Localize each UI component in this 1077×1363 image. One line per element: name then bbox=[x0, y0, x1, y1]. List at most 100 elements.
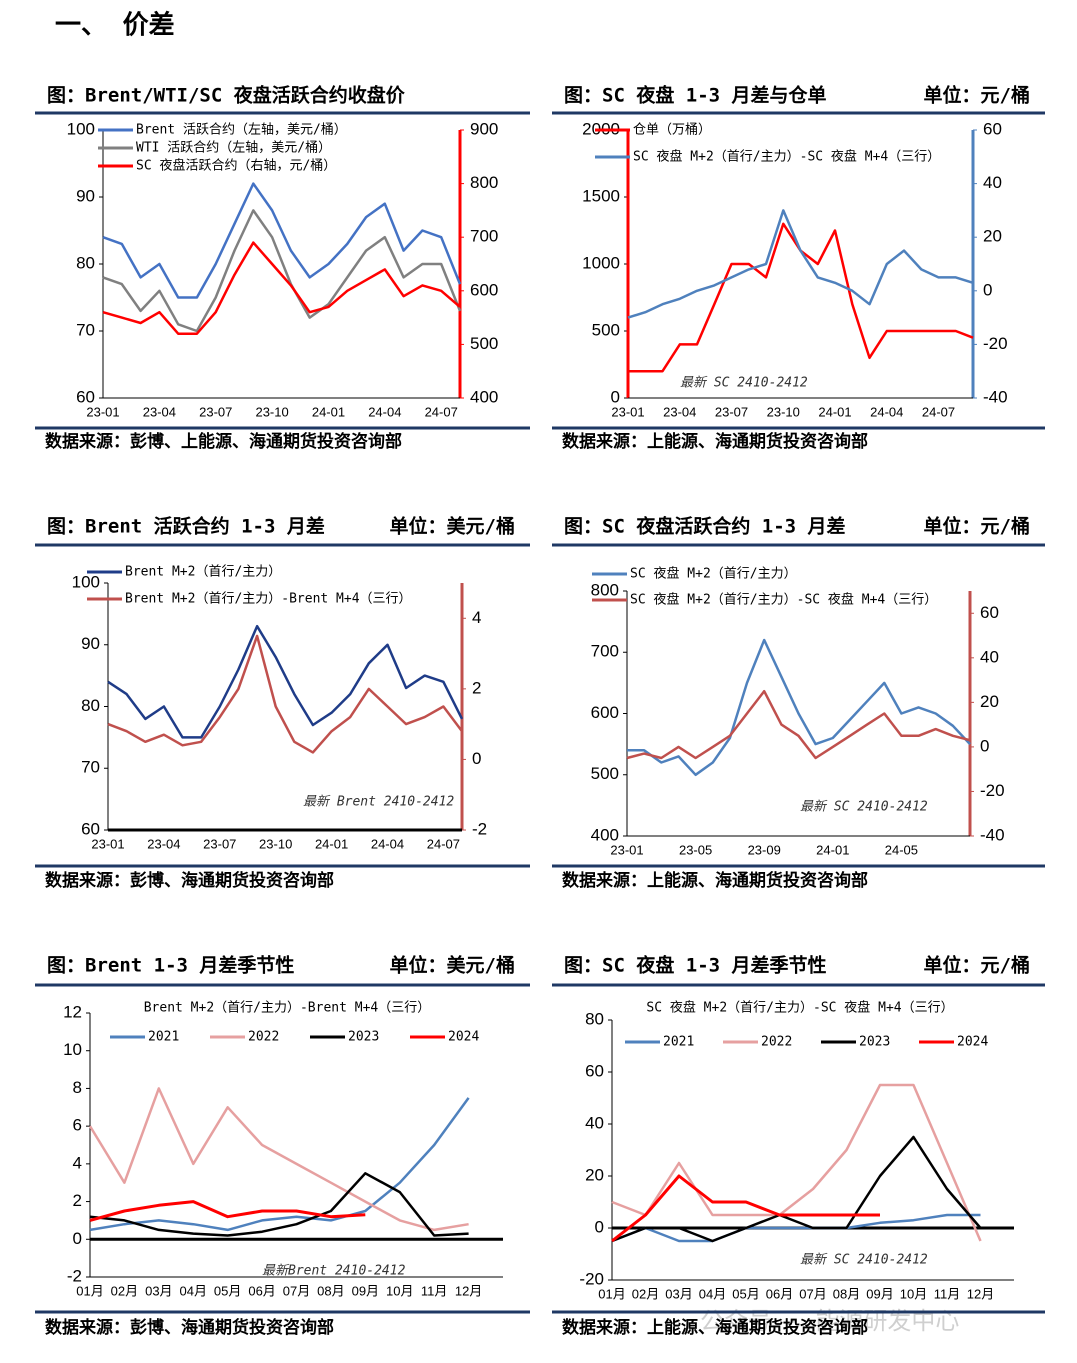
series-line bbox=[611, 1174, 880, 1243]
x-tick-label: 23-10 bbox=[259, 836, 292, 851]
y-tick-label: 70 bbox=[81, 758, 100, 777]
series-line bbox=[611, 1083, 982, 1242]
y2-tick-label: 600 bbox=[470, 280, 498, 299]
series-line bbox=[627, 209, 974, 319]
legend-label: 2022 bbox=[248, 1030, 279, 1045]
chart-subtitle: SC 夜盘 M+2（首行/主力）-SC 夜盘 M+4（三行） bbox=[646, 1000, 953, 1016]
x-tick-label: 04月 bbox=[180, 1283, 207, 1298]
y2-tick-label: 400 bbox=[470, 387, 498, 406]
heading: 一、 价差 bbox=[55, 10, 175, 41]
x-tick-label: 24-01 bbox=[315, 836, 348, 851]
y-tick-label: -2 bbox=[67, 1266, 82, 1285]
y-tick-label: 80 bbox=[585, 1009, 604, 1028]
legend-label: Brent 活跃合约（左轴，美元/桶） bbox=[136, 123, 347, 138]
x-tick-label: 23-04 bbox=[663, 404, 696, 419]
y-tick-label: 2 bbox=[73, 1191, 82, 1210]
x-tick-label: 23-01 bbox=[91, 836, 124, 851]
chart-title: 图：SC 夜盘 1-3 月差与仓单 bbox=[564, 84, 827, 107]
x-tick-label: 08月 bbox=[317, 1283, 344, 1298]
source: 数据来源：上能源、海通期货投资咨询部 bbox=[562, 870, 868, 891]
y-tick-label: 0 bbox=[611, 387, 620, 406]
y2-tick-label: 20 bbox=[980, 692, 999, 711]
series-line bbox=[102, 241, 461, 335]
y-tick-label: 1500 bbox=[582, 186, 620, 205]
x-tick-label: 24-01 bbox=[312, 404, 345, 419]
series-line bbox=[102, 209, 462, 333]
chart-subtitle: Brent M+2（首行/主力）-Brent M+4（三行） bbox=[144, 1001, 431, 1016]
x-tick-label: 07月 bbox=[283, 1283, 310, 1298]
x-tick-label: 24-01 bbox=[816, 842, 849, 857]
x-tick-label: 12月 bbox=[455, 1283, 482, 1298]
x-tick-label: 04月 bbox=[699, 1286, 726, 1301]
x-tick-label: 23-07 bbox=[715, 404, 748, 419]
x-tick-label: 01月 bbox=[598, 1286, 625, 1301]
y-tick-label: 500 bbox=[592, 320, 620, 339]
x-tick-label: 09月 bbox=[352, 1283, 379, 1298]
y-tick-label: 6 bbox=[73, 1116, 82, 1135]
y-tick-label: 8 bbox=[73, 1078, 82, 1097]
x-tick-label: 24-05 bbox=[885, 842, 918, 857]
y2-tick-label: 700 bbox=[470, 227, 498, 246]
chart-title: 图：SC 夜盘活跃合约 1-3 月差 bbox=[564, 515, 846, 538]
y2-tick-label: -40 bbox=[983, 387, 1008, 406]
legend-label: 仓单（万桶） bbox=[633, 123, 711, 138]
y-tick-label: 60 bbox=[81, 819, 100, 838]
y2-tick-label: 0 bbox=[472, 749, 481, 768]
x-tick-label: 11月 bbox=[934, 1286, 961, 1301]
series-line bbox=[102, 182, 462, 299]
unit-label: 单位：元/桶 bbox=[924, 84, 1030, 107]
x-tick-label: 01月 bbox=[76, 1283, 103, 1298]
y2-tick-label: 500 bbox=[470, 334, 498, 353]
x-tick-label: 08月 bbox=[833, 1286, 860, 1301]
legend-label: 2022 bbox=[761, 1035, 792, 1050]
y-tick-label: 90 bbox=[76, 186, 95, 205]
unit-label: 单位：美元/桶 bbox=[390, 954, 515, 977]
y-tick-label: 12 bbox=[63, 1002, 82, 1021]
annotation: 最新Brent 2410-2412 bbox=[262, 1264, 406, 1279]
y-tick-label: 80 bbox=[81, 696, 100, 715]
source: 数据来源：上能源、海通期货投资咨询部 bbox=[562, 1317, 868, 1338]
y2-tick-label: 800 bbox=[470, 173, 498, 192]
series-line bbox=[611, 1135, 982, 1243]
annotation: 最新 Brent 2410-2412 bbox=[303, 795, 454, 810]
annotation: 最新 SC 2410-2412 bbox=[680, 376, 808, 391]
legend-label: 2024 bbox=[448, 1030, 479, 1045]
chart-title: 图：Brent 活跃合约 1-3 月差 bbox=[47, 515, 325, 538]
x-tick-label: 24-07 bbox=[427, 836, 460, 851]
x-tick-label: 03月 bbox=[145, 1283, 172, 1298]
series-line bbox=[611, 1213, 981, 1243]
x-tick-label: 10月 bbox=[900, 1286, 927, 1301]
series-line bbox=[626, 689, 971, 760]
chart-title: 图：Brent/WTI/SC 夜盘活跃合约收盘价 bbox=[47, 84, 406, 107]
legend-label: SC 夜盘 M+2（首行/主力） bbox=[630, 566, 797, 582]
y2-tick-label: -40 bbox=[980, 825, 1005, 844]
series-line bbox=[107, 634, 463, 754]
source: 数据来源：上能源、海通期货投资咨询部 bbox=[562, 431, 868, 452]
chart-title: 图：SC 夜盘 1-3 月差季节性 bbox=[564, 954, 827, 977]
y-tick-label: 100 bbox=[72, 572, 100, 591]
legend-label: 2021 bbox=[148, 1030, 179, 1045]
y-tick-label: 80 bbox=[76, 253, 95, 272]
x-tick-label: 23-10 bbox=[767, 404, 800, 419]
y-tick-label: 800 bbox=[591, 580, 619, 599]
x-tick-label: 07月 bbox=[799, 1286, 826, 1301]
x-tick-label: 24-04 bbox=[368, 404, 401, 419]
y-tick-label: 40 bbox=[585, 1113, 604, 1132]
y-tick-label: 400 bbox=[591, 825, 619, 844]
x-tick-label: 23-01 bbox=[86, 404, 119, 419]
y2-tick-label: 4 bbox=[472, 608, 481, 627]
y-tick-label: 4 bbox=[73, 1153, 82, 1172]
y-tick-label: 0 bbox=[595, 1217, 604, 1236]
unit-label: 单位：美元/桶 bbox=[390, 515, 515, 538]
unit-label: 单位：元/桶 bbox=[924, 954, 1030, 977]
legend-label: 2024 bbox=[957, 1035, 988, 1050]
x-tick-label: 02月 bbox=[111, 1283, 138, 1298]
legend-label: Brent M+2（首行/主力）-Brent M+4（三行） bbox=[125, 592, 412, 607]
y2-tick-label: 0 bbox=[983, 280, 992, 299]
y-tick-label: 600 bbox=[591, 703, 619, 722]
x-tick-label: 24-07 bbox=[425, 404, 458, 419]
x-tick-label: 23-05 bbox=[679, 842, 712, 857]
y-tick-label: -20 bbox=[579, 1269, 604, 1288]
y2-tick-label: 20 bbox=[983, 227, 1002, 246]
